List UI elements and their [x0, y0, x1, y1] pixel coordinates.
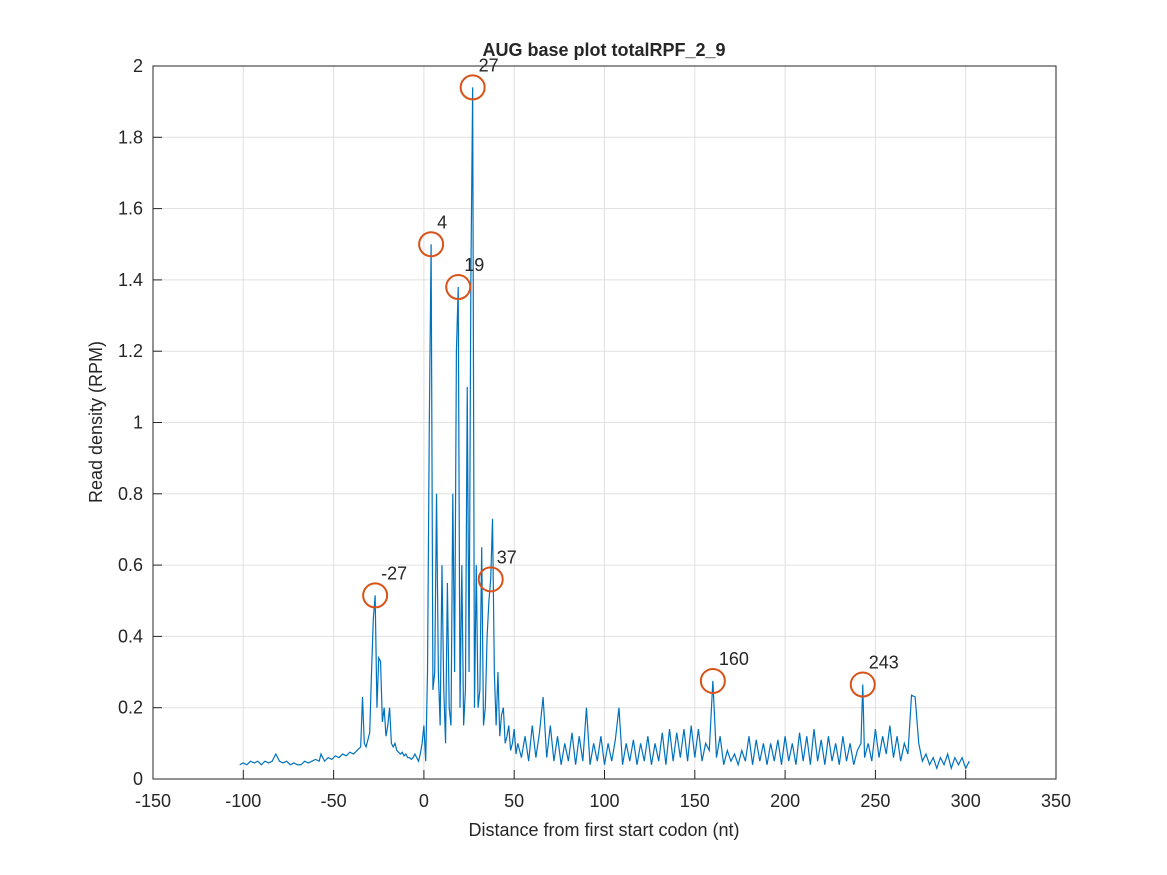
peak-label: 243: [869, 653, 899, 673]
y-tick-label: 0.6: [118, 555, 143, 575]
peak-marker: [459, 74, 486, 101]
x-tick-label: 150: [680, 791, 710, 811]
peak-label: 37: [497, 547, 517, 567]
y-tick-label: 1.2: [118, 341, 143, 361]
data-line: [239, 87, 970, 771]
y-tick-label: 1: [133, 413, 143, 433]
peak-label: 4: [437, 212, 447, 232]
peak-label: 160: [719, 649, 749, 669]
x-tick-label: -150: [135, 791, 171, 811]
peak-marker: [362, 582, 389, 609]
x-tick-label: 200: [770, 791, 800, 811]
x-tick-label: 300: [951, 791, 981, 811]
y-tick-label: 1.4: [118, 270, 143, 290]
peak-label: 19: [464, 255, 484, 275]
y-tick-label: 0.2: [118, 698, 143, 718]
x-axis-label: Distance from first start codon (nt): [468, 820, 739, 840]
axes-box: [152, 65, 1057, 780]
x-tick-label: 50: [504, 791, 524, 811]
x-tick-label: 0: [419, 791, 429, 811]
x-tick-label: 250: [860, 791, 890, 811]
x-tick-label: 350: [1041, 791, 1071, 811]
x-tick-label: -100: [225, 791, 261, 811]
y-tick-label: 0.8: [118, 484, 143, 504]
peak-marker: [418, 231, 445, 258]
y-axis-label: Read density (RPM): [86, 341, 106, 503]
peak-marker: [477, 566, 504, 593]
y-tick-label: 0: [133, 769, 143, 789]
x-tick-label: 100: [589, 791, 619, 811]
peak-label: 27: [479, 55, 499, 75]
y-tick-label: 1.8: [118, 127, 143, 147]
peak-label: -27: [381, 563, 407, 583]
y-tick-label: 2: [133, 56, 143, 76]
chart-title: AUG base plot totalRPF_2_9: [482, 40, 725, 60]
peak-marker: [699, 667, 726, 694]
y-tick-label: 0.4: [118, 626, 143, 646]
peak-marker: [445, 274, 472, 301]
x-tick-label: -50: [321, 791, 347, 811]
peak-marker: [849, 671, 876, 698]
y-tick-label: 1.6: [118, 199, 143, 219]
